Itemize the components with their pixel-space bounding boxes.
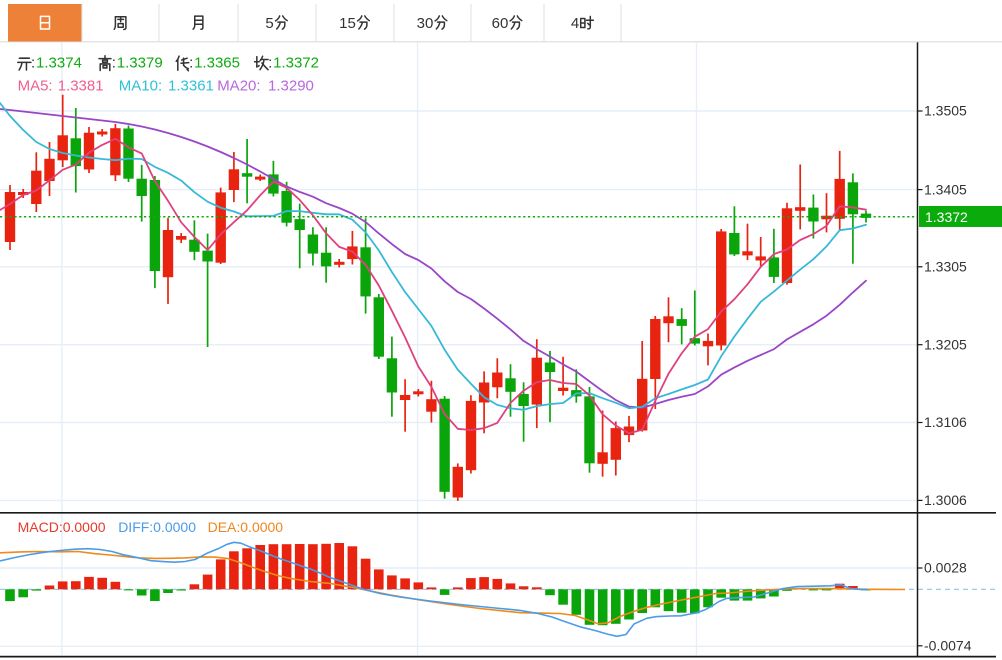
svg-text:DEA:0.0000: DEA:0.0000 xyxy=(208,519,284,535)
svg-text:1.3505: 1.3505 xyxy=(924,103,967,119)
svg-text:MA5:: MA5: xyxy=(18,77,53,94)
svg-text:MA10:: MA10: xyxy=(119,77,162,94)
svg-text:1.3006: 1.3006 xyxy=(924,492,967,508)
svg-text:1.3372: 1.3372 xyxy=(273,54,319,71)
svg-text::: : xyxy=(31,54,35,71)
svg-text:1.3205: 1.3205 xyxy=(924,336,967,352)
svg-text:15: 15 xyxy=(339,15,356,32)
svg-text:DIFF:0.0000: DIFF:0.0000 xyxy=(118,519,196,535)
svg-text::: : xyxy=(268,54,272,71)
svg-text:0.0028: 0.0028 xyxy=(924,560,967,576)
svg-text::: : xyxy=(112,54,116,71)
svg-text:MA20:: MA20: xyxy=(217,77,260,94)
svg-text:1.3405: 1.3405 xyxy=(924,181,967,197)
svg-text:1.3365: 1.3365 xyxy=(194,54,240,71)
svg-text:5: 5 xyxy=(265,15,273,32)
svg-text:1.3305: 1.3305 xyxy=(924,259,967,275)
svg-text:1.3290: 1.3290 xyxy=(268,77,314,94)
svg-text:1.3374: 1.3374 xyxy=(36,54,82,71)
svg-text:1.3372: 1.3372 xyxy=(925,209,968,225)
svg-text:60: 60 xyxy=(492,15,509,32)
svg-text:1.3106: 1.3106 xyxy=(924,414,967,430)
svg-text::: : xyxy=(189,54,193,71)
svg-text:30: 30 xyxy=(417,15,434,32)
svg-text:MACD:0.0000: MACD:0.0000 xyxy=(18,519,106,535)
svg-text:1.3379: 1.3379 xyxy=(117,54,163,71)
svg-text:-0.0074: -0.0074 xyxy=(924,638,972,654)
svg-text:1.3381: 1.3381 xyxy=(58,77,104,94)
svg-text:1.3361: 1.3361 xyxy=(168,77,214,94)
svg-text:4: 4 xyxy=(571,15,579,32)
